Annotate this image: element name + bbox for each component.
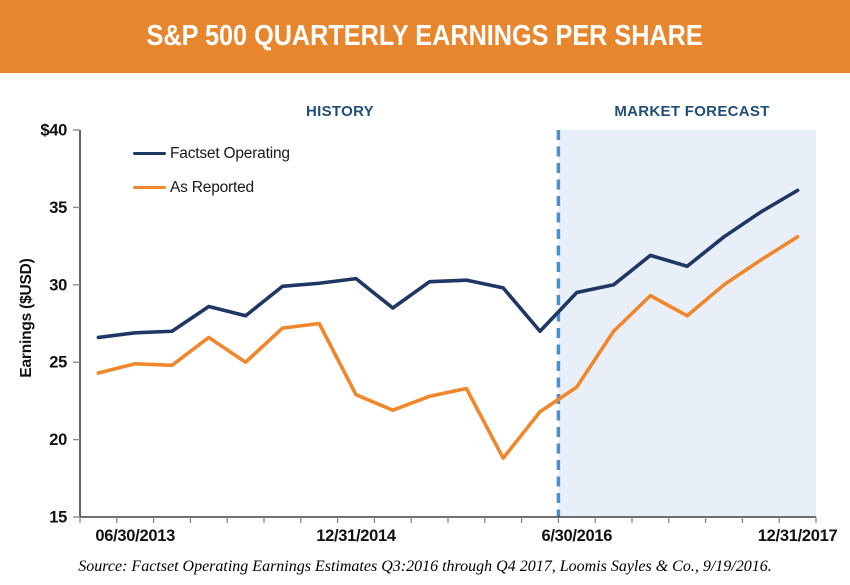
y-tick-label: 20: [49, 431, 67, 449]
y-tick-label: 30: [49, 276, 67, 294]
legend-swatch-as-reported: [133, 185, 166, 190]
x-tick-label: 12/31/2014: [316, 527, 397, 545]
y-axis-title: Earnings ($USD): [18, 258, 35, 378]
x-tick-label: 06/30/2013: [95, 527, 175, 545]
forecast-shade-region: [558, 130, 816, 517]
y-tick-label: 25: [49, 354, 67, 372]
legend-swatch-factset-operating: [133, 151, 166, 156]
legend-label: Factset Operating: [170, 144, 290, 162]
x-tick-label: 12/31/2017: [758, 527, 838, 545]
y-tick-label: 15: [49, 509, 67, 527]
legend: Factset Operating As Reported: [133, 144, 290, 212]
chart-title: S&P 500 QUARTERLY EARNINGS PER SHARE: [146, 20, 704, 52]
history-label: HISTORY: [306, 103, 374, 120]
title-banner: S&P 500 QUARTERLY EARNINGS PER SHARE: [0, 0, 850, 73]
legend-item-factset-operating: Factset Operating: [133, 144, 290, 163]
y-tick-label: $40: [40, 122, 67, 140]
legend-item-as-reported: As Reported: [133, 178, 290, 197]
series-line-factset-operating: [96, 188, 800, 340]
series-line-as-reported: [96, 235, 800, 460]
forecast-label: MARKET FORECAST: [614, 103, 770, 120]
y-tick-label: 35: [49, 199, 67, 217]
x-tick-label: 6/30/2016: [541, 527, 612, 545]
legend-label: As Reported: [170, 178, 254, 196]
source-note: Source: Factset Operating Earnings Estim…: [78, 558, 772, 575]
